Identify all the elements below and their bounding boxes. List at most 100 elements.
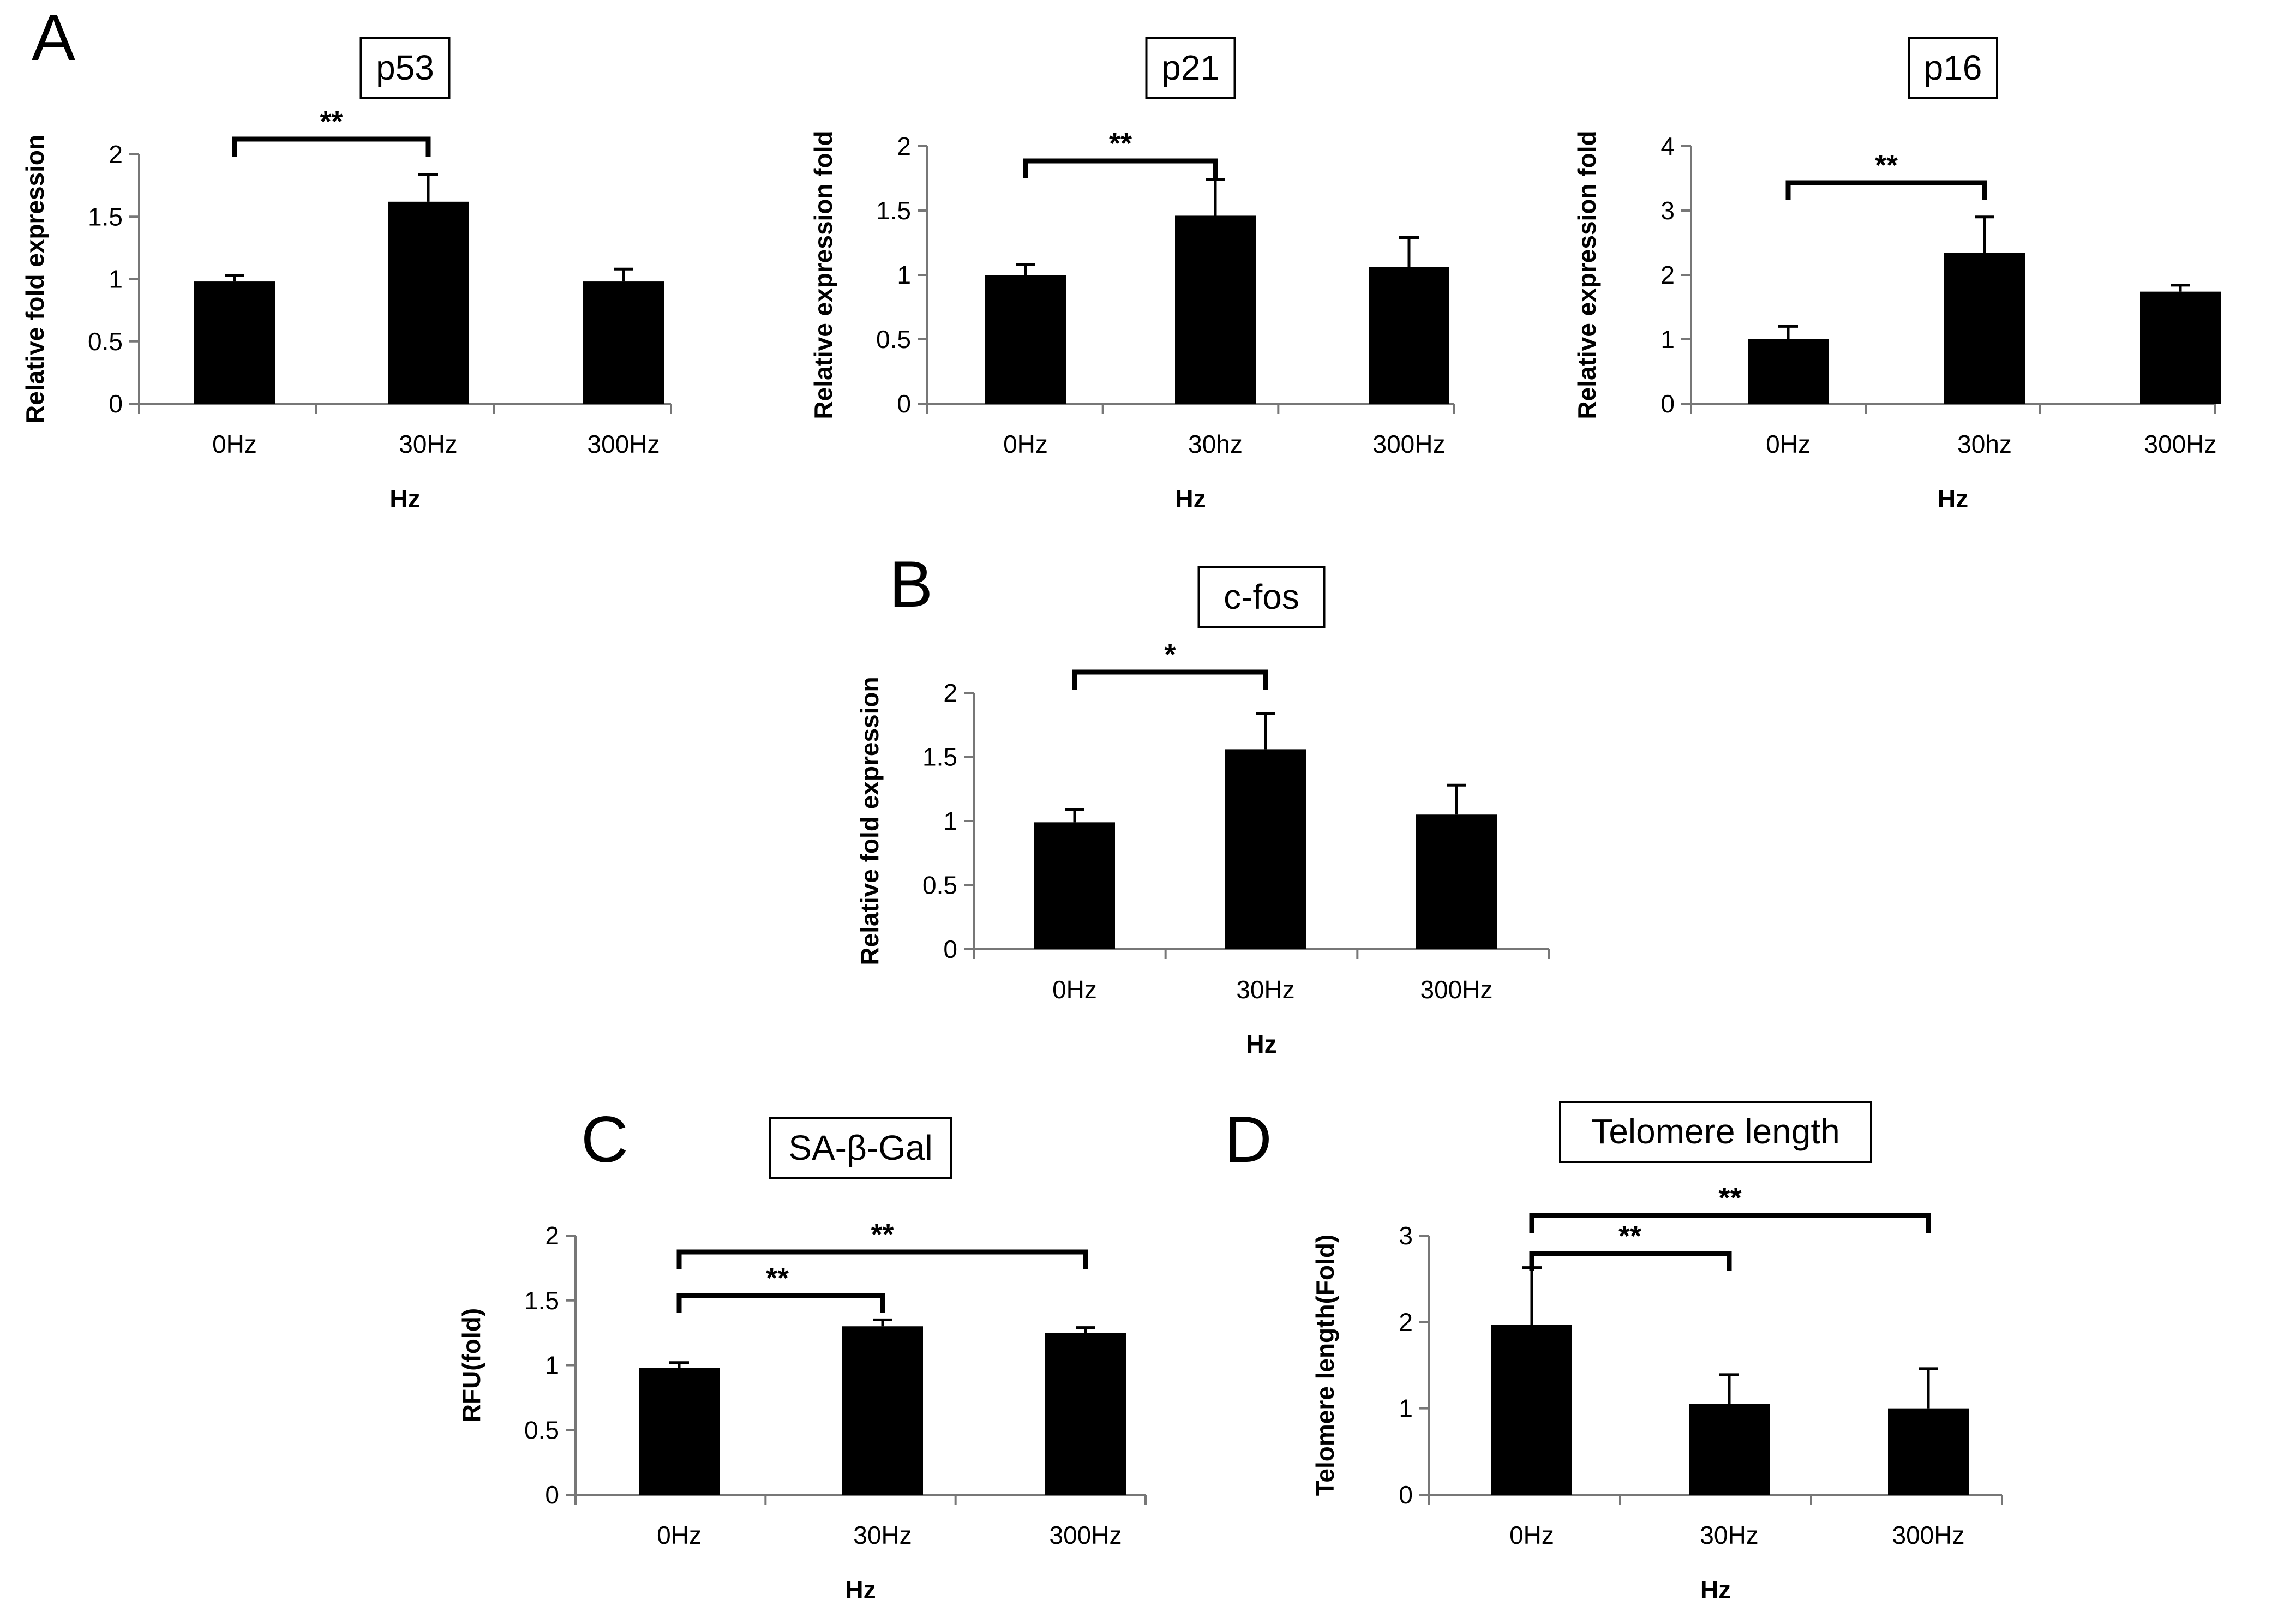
p16-category-label: 300Hz (2144, 430, 2217, 458)
p21-ytick-label: 0 (897, 389, 911, 418)
sabgal-ytick-label: 1 (545, 1351, 559, 1380)
p16-bar (2140, 291, 2221, 404)
sabgal-sig-bracket (676, 1293, 885, 1313)
telomere-category-label: 30Hz (1700, 1521, 1758, 1549)
sabgal-y-title: RFU(fold) (457, 1308, 485, 1422)
p16-category-label: 0Hz (1766, 430, 1811, 458)
sabgal-bar (842, 1326, 923, 1495)
p16-ytick-label: 2 (1660, 261, 1675, 289)
p16-ytick-label: 0 (1660, 389, 1675, 418)
chart-p16: 0 1 2 3 4 0Hz 30hz 300Hz Hz Relative expression f… (1573, 37, 2221, 513)
sabgal-ytick-label: 0.5 (524, 1416, 559, 1444)
sabgal-x-title: Hz (845, 1575, 876, 1604)
p53-category-label: 30Hz (399, 430, 457, 458)
p16-sig-label: ** (1875, 149, 1898, 182)
telomere-sig-label: ** (1618, 1220, 1641, 1253)
p21-title-box (1145, 37, 1236, 99)
panel-label-d: D (1225, 1103, 1272, 1176)
p16-x-title: Hz (1938, 484, 1968, 513)
sabgal-ytick-label: 2 (545, 1221, 559, 1250)
p21-ytick-label: 2 (897, 132, 911, 160)
telomere-bar (1689, 1404, 1770, 1495)
p53-ytick-label: 1.5 (88, 202, 123, 231)
cfos-chart-title: c-fos (1224, 577, 1299, 616)
sabgal-sig-label: ** (766, 1262, 789, 1295)
p16-bar (1748, 339, 1829, 404)
sabgal-bar (639, 1368, 720, 1495)
telomere-category-label: 300Hz (1892, 1521, 1965, 1549)
p21-category-label: 30hz (1188, 430, 1243, 458)
cfos-ytick-label: 1.5 (922, 743, 957, 771)
p21-ytick-label: 1.5 (876, 196, 911, 225)
chart-p53: 0 0.5 1 1.5 2 0Hz 30Hz 300Hz Hz Relative fold exp… (21, 37, 672, 513)
cfos-category-label: 300Hz (1420, 975, 1493, 1004)
sabgal-chart-title: SA-β-Gal (788, 1128, 932, 1167)
p53-y-title: Relative fold expression (21, 135, 49, 423)
telomere-ytick-label: 1 (1399, 1394, 1413, 1423)
p21-ytick-label: 1 (897, 261, 911, 289)
sabgal-bar (1045, 1333, 1126, 1495)
telomere-chart-title: Telomere length (1591, 1112, 1839, 1151)
cfos-y-title: Relative fold expression (855, 676, 884, 965)
panel-label-a: A (32, 1, 75, 74)
p53-bar (388, 201, 469, 404)
p21-bar (985, 275, 1066, 404)
p16-ytick-label: 1 (1660, 325, 1675, 353)
p53-category-label: 0Hz (212, 430, 257, 458)
sabgal-category-label: 30Hz (853, 1521, 912, 1549)
panel-label-b: B (889, 548, 933, 621)
p53-ytick-label: 1 (109, 265, 123, 293)
cfos-title-box (1197, 566, 1326, 628)
p53-title-box (359, 37, 451, 99)
telomere-sig-bracket (1529, 1213, 1931, 1233)
cfos-bar (1416, 814, 1497, 949)
panel-label-c: C (581, 1103, 628, 1176)
telomere-y-title: Telomere length(Fold) (1311, 1235, 1339, 1496)
p16-bar (1944, 253, 2025, 404)
cfos-category-label: 30Hz (1236, 975, 1294, 1004)
cfos-ytick-label: 0.5 (922, 871, 957, 900)
p16-y-title: Relative expression fold (1573, 130, 1601, 419)
p21-sig-label: ** (1109, 127, 1132, 160)
p21-bar (1175, 215, 1256, 404)
p16-ytick-label: 3 (1660, 196, 1675, 225)
p16-chart-title: p16 (1924, 48, 1982, 87)
telomere-ytick-label: 0 (1399, 1481, 1413, 1509)
p53-x-title: Hz (389, 484, 420, 513)
p53-ytick-label: 0.5 (88, 327, 123, 356)
telomere-x-title: Hz (1700, 1575, 1731, 1604)
p21-category-label: 300Hz (1373, 430, 1446, 458)
sabgal-ytick-label: 1.5 (524, 1286, 559, 1315)
p53-chart-title: p53 (376, 48, 434, 87)
cfos-bar (1034, 822, 1115, 949)
cfos-sig-label: * (1164, 638, 1176, 671)
p53-category-label: 300Hz (588, 430, 660, 458)
p21-x-title: Hz (1175, 484, 1206, 513)
p16-category-label: 30hz (1957, 430, 2012, 458)
p16-ytick-label: 4 (1660, 132, 1675, 160)
chart-cfos: 0 0.5 1 1.5 2 0Hz 30Hz 300Hz Hz Relative fold exp… (855, 566, 1550, 1058)
cfos-ytick-label: 1 (943, 807, 957, 835)
p21-sig-bracket (1023, 158, 1218, 178)
telomere-category-label: 0Hz (1509, 1521, 1554, 1549)
p21-ytick-label: 0.5 (876, 325, 911, 353)
chart-sabgal: 0 0.5 1 1.5 2 0Hz 30Hz 300Hz Hz RFU(fold) SA-β-Gal… (457, 1117, 1147, 1604)
cfos-sig-bracket (1072, 669, 1268, 690)
sabgal-category-label: 0Hz (657, 1521, 702, 1549)
cfos-ytick-label: 2 (943, 679, 957, 707)
cfos-x-title: Hz (1246, 1030, 1276, 1058)
sabgal-sig-label: ** (871, 1218, 894, 1251)
sabgal-sig-bracket (676, 1249, 1088, 1269)
p53-sig-bracket (232, 136, 431, 157)
telomere-ytick-label: 3 (1399, 1221, 1413, 1250)
sabgal-ytick-label: 0 (545, 1481, 559, 1509)
sabgal-category-label: 300Hz (1050, 1521, 1122, 1549)
cfos-ytick-label: 0 (943, 935, 957, 963)
telomere-bar (1888, 1408, 1969, 1495)
telomere-ytick-label: 2 (1399, 1308, 1413, 1336)
p53-ytick-label: 2 (109, 140, 123, 169)
cfos-bar (1225, 749, 1306, 949)
telomere-bar (1491, 1325, 1572, 1495)
cfos-category-label: 0Hz (1052, 975, 1097, 1004)
